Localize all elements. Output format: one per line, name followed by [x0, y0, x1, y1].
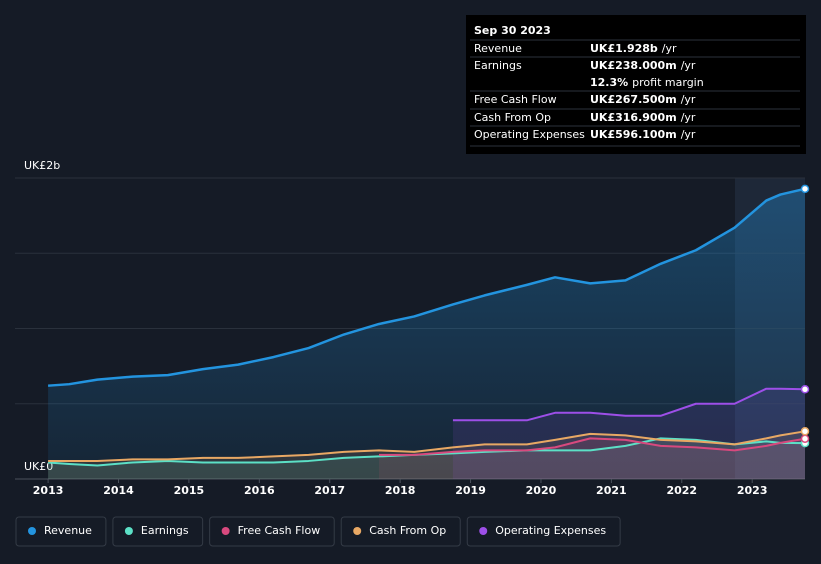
tooltip-label: Earnings	[474, 59, 522, 72]
legend-label: Revenue	[44, 524, 92, 537]
series-line	[48, 430, 806, 462]
end-marker	[800, 385, 810, 394]
legend-swatch	[124, 527, 133, 535]
tooltip-label: Revenue	[474, 42, 522, 55]
tooltip-label: Operating Expenses	[474, 128, 585, 141]
tooltip-date: Sep 30 2023	[474, 24, 551, 37]
end-marker	[800, 427, 810, 436]
legend-button[interactable]	[466, 516, 621, 547]
legend: Revenue Earnings Free Cash Flow Cash From O…	[15, 516, 621, 547]
x-tick-label: 2019	[455, 484, 486, 497]
tooltip-unit: /yr	[681, 128, 696, 141]
legend-button[interactable]	[15, 516, 107, 547]
x-tick-label: 2018	[385, 484, 416, 497]
series-area	[452, 388, 805, 479]
tooltip-label: Free Cash Flow	[474, 93, 557, 106]
x-tick-label: 2016	[244, 484, 275, 497]
legend-button[interactable]	[340, 516, 461, 547]
series-area	[48, 188, 805, 479]
legend-label: Cash From Op	[369, 524, 446, 537]
tooltip-unit: /yr	[681, 93, 696, 106]
tooltip-unit: /yr	[681, 59, 696, 72]
legend-swatch	[28, 527, 36, 535]
series-line	[379, 437, 806, 456]
x-tick-label: 2022	[666, 484, 697, 497]
tooltip-label: Cash From Op	[474, 111, 551, 124]
tooltip-value: UK£267.500m	[590, 93, 677, 106]
legend-item[interactable]: Revenue	[15, 516, 107, 547]
x-tick-label: 2017	[314, 484, 345, 497]
legend-button[interactable]	[112, 516, 204, 547]
series-line	[452, 387, 806, 422]
end-marker	[800, 184, 810, 194]
x-tick-label: 2014	[103, 484, 134, 497]
tooltip-value: UK£1.928b	[590, 42, 658, 55]
tooltip-unit: /yr	[681, 111, 696, 124]
legend-item[interactable]: Free Cash Flow	[209, 516, 335, 547]
legend-button[interactable]	[209, 516, 335, 547]
tooltip: Sep 30 2023 Revenue UK£1.928b/yr Earnings U…	[466, 15, 806, 154]
x-tick-label: 2023	[737, 484, 768, 497]
legend-swatch	[353, 527, 362, 535]
tooltip-unit: profit margin	[632, 76, 704, 89]
legend-label: Earnings	[141, 524, 189, 537]
tooltip-box	[466, 15, 806, 154]
end-marker	[800, 434, 810, 443]
x-tick-label: 2015	[174, 484, 205, 497]
legend-item[interactable]: Operating Expenses	[466, 516, 621, 547]
y-tick-label: UK£0	[24, 460, 53, 473]
legend-swatch	[221, 527, 230, 535]
legend-label: Free Cash Flow	[238, 524, 321, 537]
legend-swatch	[479, 527, 488, 535]
plot-area: UK£0 UK£2b 2013 2014 2015 2016 2017 2018 2019 202…	[15, 159, 810, 497]
tooltip-value: UK£316.900m	[590, 111, 677, 124]
tooltip-value: UK£238.000m	[590, 59, 677, 72]
legend-label: Operating Expenses	[495, 524, 606, 537]
x-tick-label: 2021	[596, 484, 627, 497]
x-tick-label: 2020	[526, 484, 557, 497]
tooltip-unit: /yr	[662, 42, 677, 55]
tooltip-value: 12.3%	[590, 76, 628, 89]
legend-item[interactable]: Cash From Op	[340, 516, 461, 547]
tooltip-value: UK£596.100m	[590, 128, 677, 141]
legend-item[interactable]: Earnings	[112, 516, 204, 547]
series-line	[48, 187, 806, 387]
x-tick-label: 2013	[33, 484, 64, 497]
series-area	[48, 438, 805, 479]
y-tick-label: UK£2b	[24, 159, 60, 172]
